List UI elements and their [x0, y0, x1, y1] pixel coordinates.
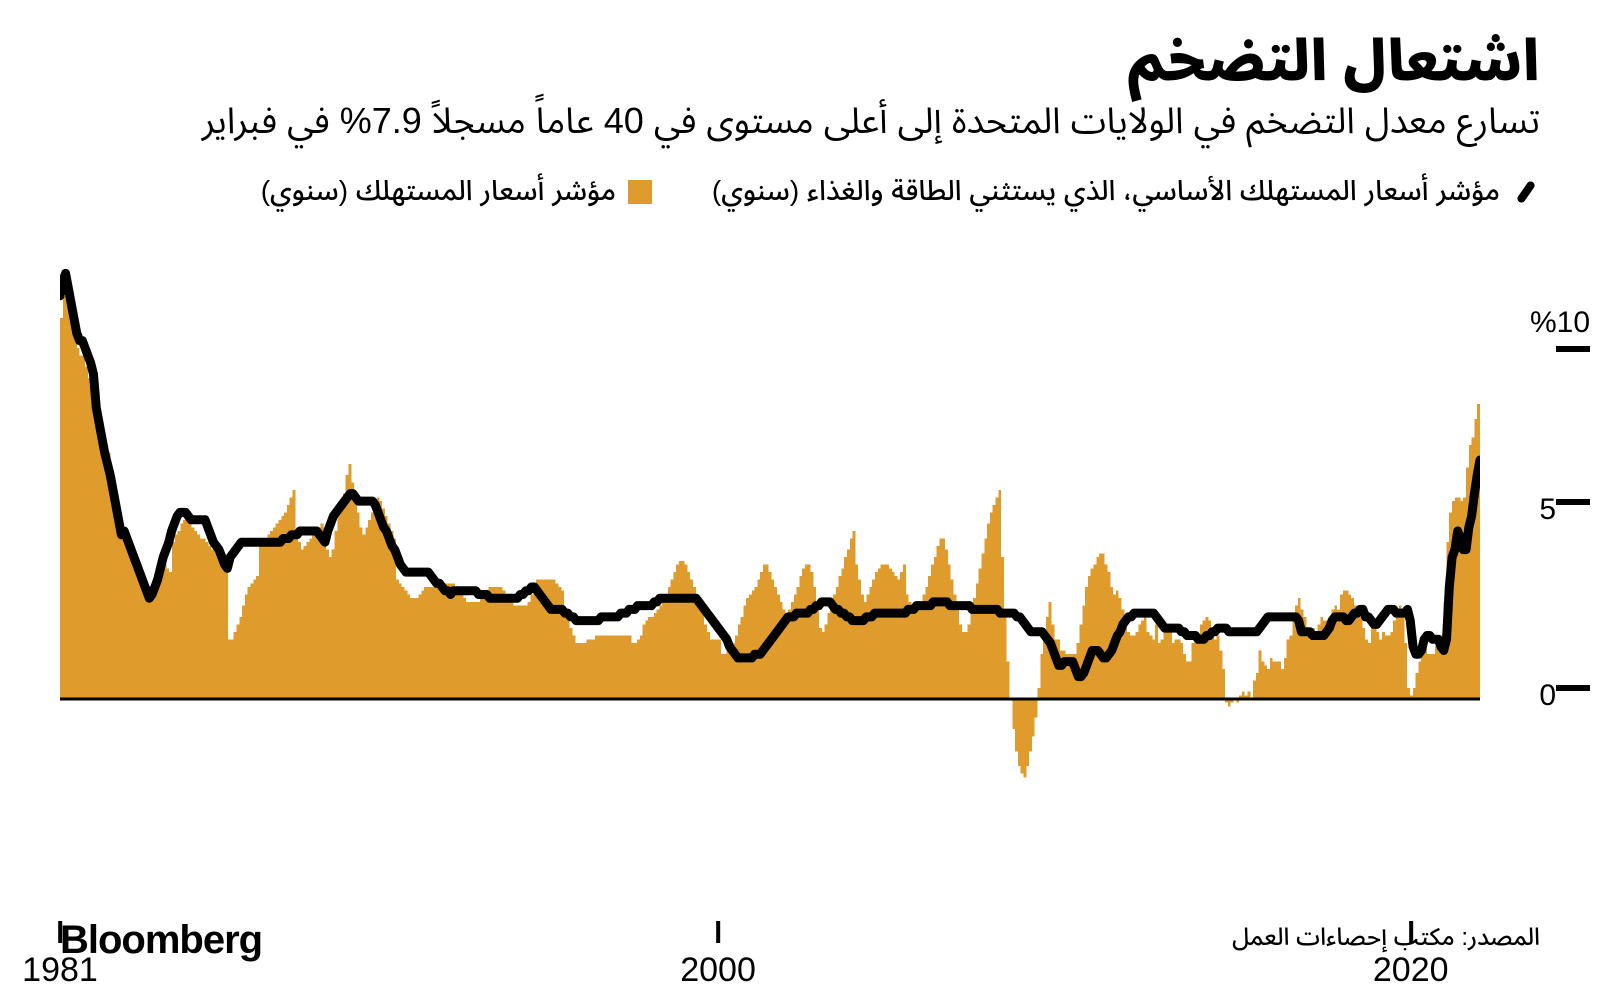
- chart-subtitle: تسارع معدل التضخم في الولايات المتحدة إل…: [60, 98, 1540, 145]
- y-tick: %10: [1500, 306, 1590, 352]
- plot-region: [60, 251, 1480, 811]
- y-tick: 0: [1539, 679, 1590, 713]
- legend-bar-label: مؤشر أسعار المستهلك (سنوي): [261, 162, 616, 221]
- bar-swatch-icon: [628, 180, 652, 204]
- brand-logo: Bloomberg: [60, 918, 262, 963]
- legend-item-bar: مؤشر أسعار المستهلك (سنوي): [261, 162, 652, 221]
- source-text: المصدر: مكتب إحصاءات العمل: [1232, 912, 1540, 963]
- y-tick: 5: [1539, 493, 1590, 527]
- chart-area: %1050: [60, 251, 1540, 811]
- line-swatch-icon: [1512, 178, 1540, 206]
- legend-item-line: مؤشر أسعار المستهلك الأساسي، الذي يستثني…: [712, 162, 1540, 221]
- legend-line-label: مؤشر أسعار المستهلك الأساسي، الذي يستثني…: [712, 162, 1500, 221]
- chart-title: اشتعال التضخم: [60, 30, 1540, 92]
- legend: مؤشر أسعار المستهلك الأساسي، الذي يستثني…: [60, 162, 1540, 221]
- y-axis: %10 5 0: [1500, 251, 1590, 811]
